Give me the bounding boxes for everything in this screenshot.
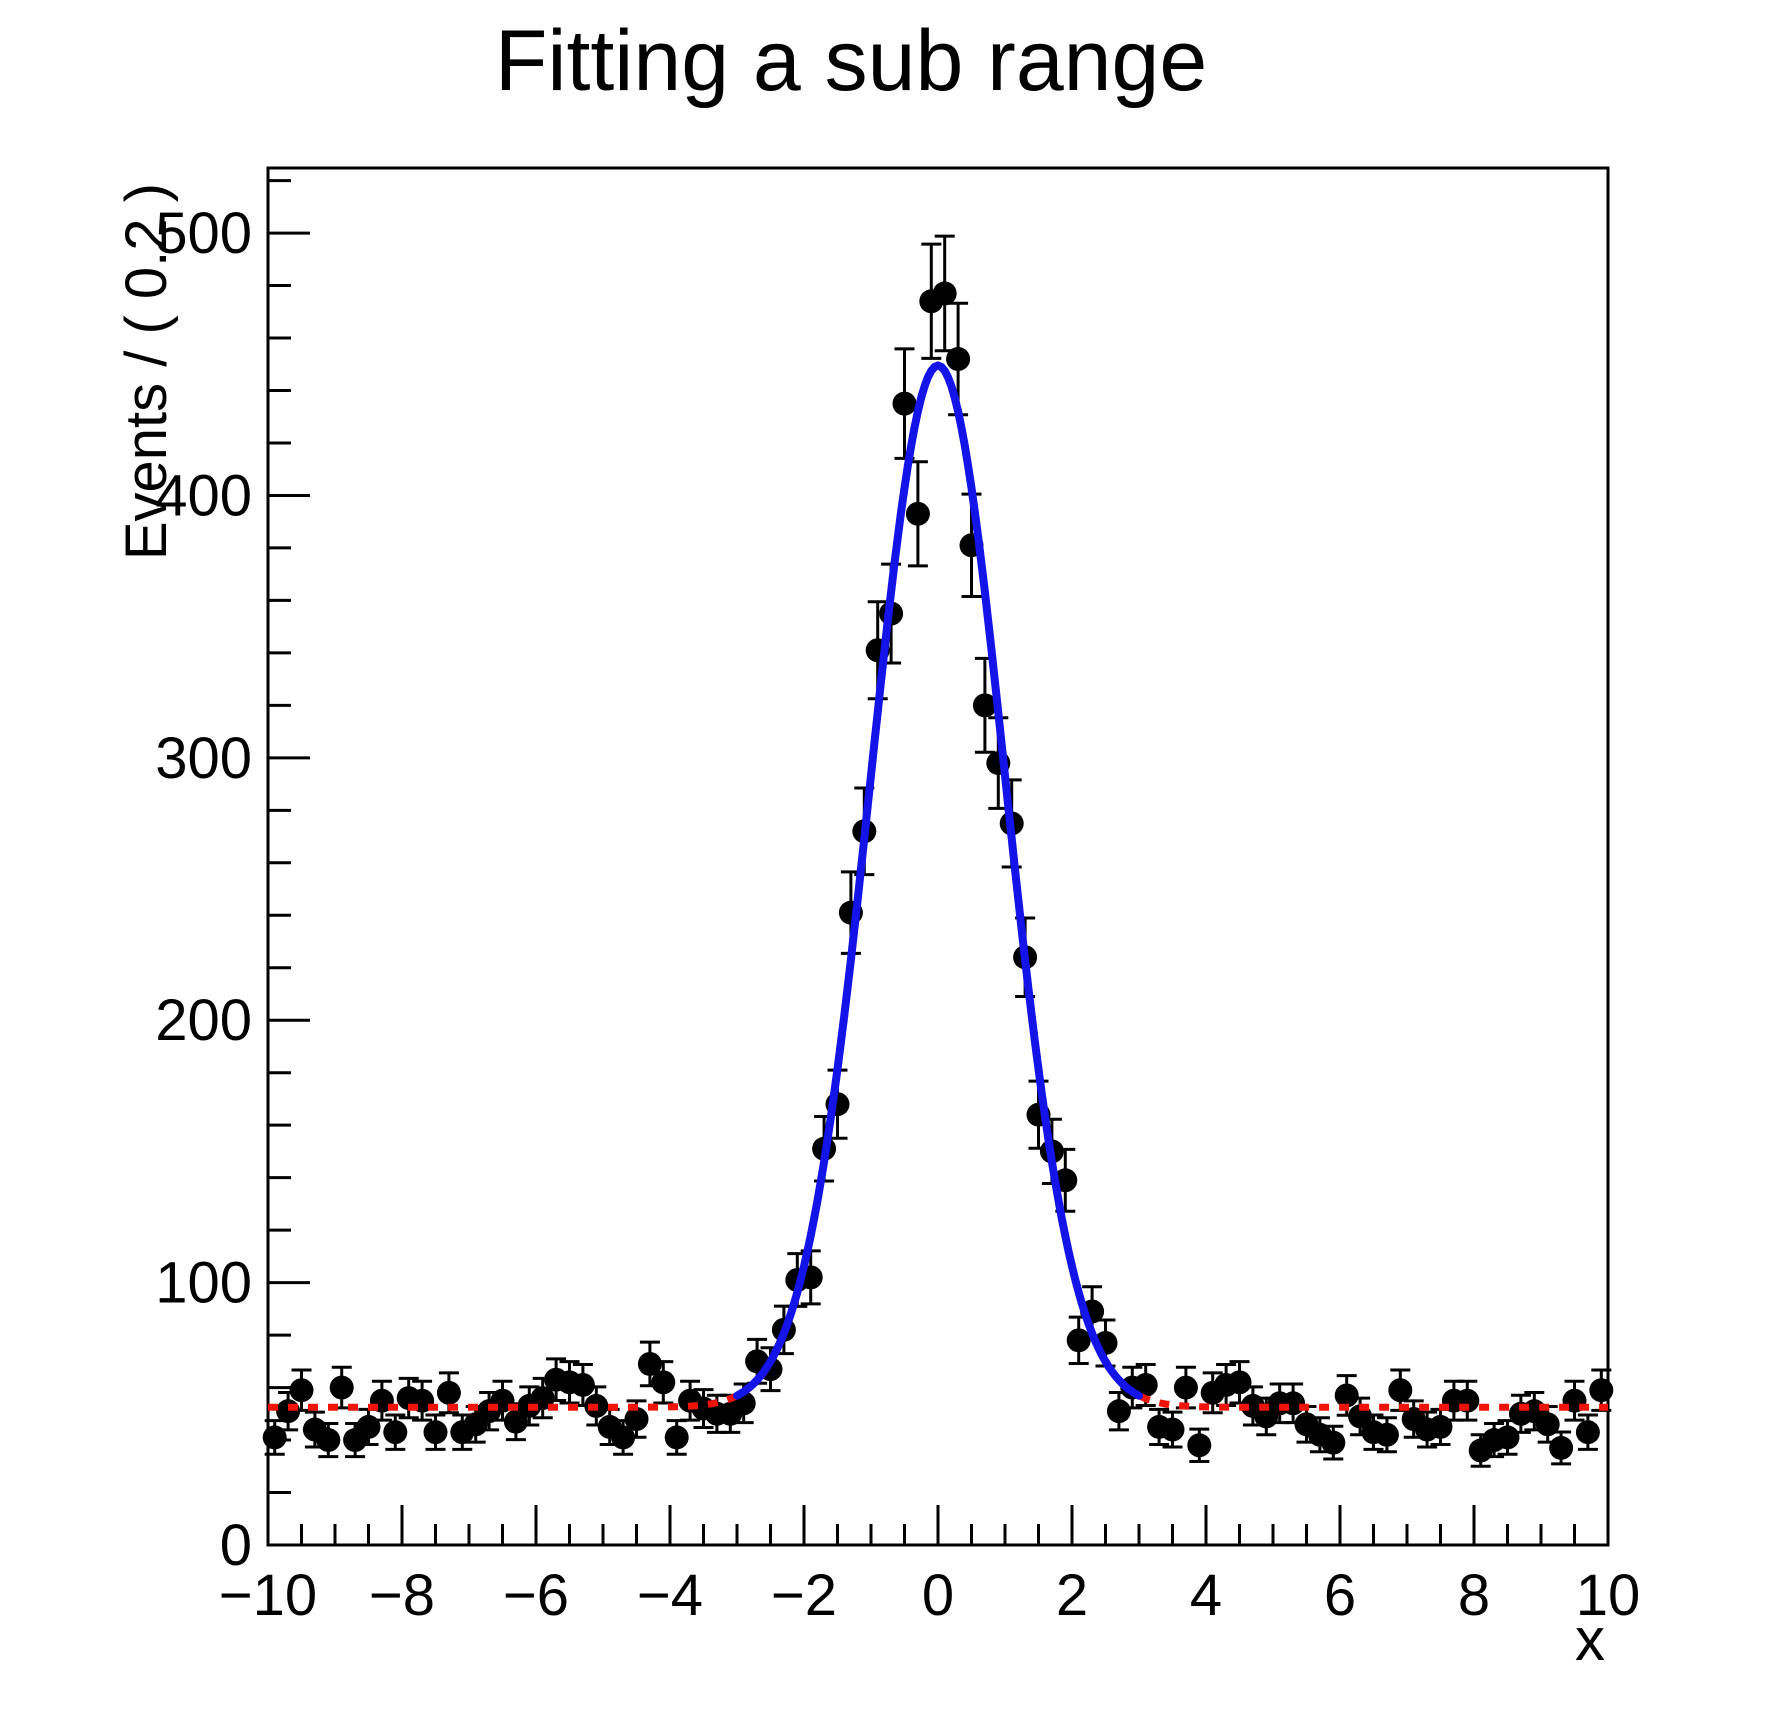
y-tick-labels-group: 0 100 200 300 400 500: [155, 201, 252, 1578]
data-point: [289, 1378, 314, 1403]
x-tick-label: 2: [1056, 1563, 1088, 1628]
data-point: [1187, 1433, 1212, 1458]
y-tick-label: 500: [155, 201, 252, 266]
data-point: [1321, 1430, 1346, 1455]
data-point-group: [436, 1371, 461, 1415]
x-tick-label: −10: [219, 1563, 317, 1628]
y-tick-label: 400: [155, 463, 252, 528]
data-point: [262, 1425, 287, 1450]
x-tick-labels-group: −10 −8 −6 −4 −2 0 2 4 6 8 10: [219, 1563, 1640, 1628]
data-point: [1428, 1414, 1453, 1439]
data-point-group: [651, 1360, 676, 1405]
x-axis-title: x: [1575, 1606, 1605, 1673]
data-point-group: [1133, 1362, 1158, 1407]
x-tick-label: 4: [1190, 1563, 1222, 1628]
data-point: [611, 1425, 636, 1450]
x-tick-label: 6: [1324, 1563, 1356, 1628]
data-point: [651, 1370, 676, 1395]
data-point-group: [1334, 1374, 1359, 1417]
data-point-group: [1160, 1410, 1185, 1449]
data-point: [356, 1414, 381, 1439]
fit-curve-full-range: [268, 361, 1608, 1411]
x-tick-label: 8: [1458, 1563, 1490, 1628]
data-point-group: [624, 1399, 649, 1439]
data-point-group: [905, 460, 930, 568]
data-point: [570, 1372, 595, 1397]
data-point-group: [892, 347, 917, 460]
data-point: [1575, 1420, 1600, 1445]
data-point: [1374, 1422, 1399, 1447]
data-point-group: [1066, 1315, 1091, 1366]
data-point: [905, 501, 930, 526]
y-axis-title: Events / ( 0.2 ): [114, 183, 179, 560]
data-point-group: [1374, 1416, 1399, 1454]
data-point: [383, 1420, 408, 1445]
data-point: [503, 1409, 528, 1434]
data-point-group: [637, 1340, 662, 1388]
data-point: [1334, 1383, 1359, 1408]
data-point-group: [1321, 1424, 1346, 1461]
y-tick-label: 0: [220, 1513, 252, 1578]
y-tick-label: 200: [155, 988, 252, 1053]
data-point: [892, 391, 917, 416]
data-point-group: [383, 1413, 408, 1451]
x-tick-label: −2: [771, 1563, 837, 1628]
data-point: [637, 1351, 662, 1376]
data-point-group: [1575, 1413, 1600, 1451]
data-point: [1388, 1378, 1413, 1403]
data-point: [423, 1420, 448, 1445]
data-point: [1589, 1378, 1614, 1403]
data-point: [946, 347, 971, 372]
data-point: [664, 1425, 689, 1450]
data-point: [1535, 1412, 1560, 1437]
x-tick-label: −4: [637, 1563, 703, 1628]
data-point: [624, 1407, 649, 1432]
data-point-group: [1187, 1427, 1212, 1463]
data-point: [1495, 1425, 1520, 1450]
y-tick-label: 300: [155, 726, 252, 791]
data-point: [316, 1428, 341, 1453]
y-tick-label: 100: [155, 1251, 252, 1316]
data-point: [436, 1380, 461, 1405]
data-point: [1549, 1435, 1574, 1460]
data-point: [1227, 1370, 1252, 1395]
ticks-group: [266, 179, 1610, 1547]
data-point: [932, 281, 957, 306]
data-point: [972, 693, 997, 718]
data-point: [1106, 1399, 1131, 1424]
x-tick-label: −8: [369, 1563, 435, 1628]
data-point: [329, 1375, 354, 1400]
data-point-group: [946, 301, 971, 417]
data-point-group: [932, 234, 957, 353]
data-point-group: [1549, 1430, 1574, 1466]
data-point-group: [423, 1413, 448, 1451]
data-point-group: [611, 1419, 636, 1456]
data-point: [1173, 1375, 1198, 1400]
data-point: [1160, 1417, 1185, 1442]
data-point: [1281, 1391, 1306, 1416]
x-tick-label: −6: [503, 1563, 569, 1628]
data-point-group: [316, 1421, 341, 1459]
data-point: [1066, 1328, 1091, 1353]
data-point: [1133, 1372, 1158, 1397]
plot-title: Fitting a sub range: [495, 13, 1207, 109]
x-tick-label: 10: [1576, 1563, 1641, 1628]
data-point-group: [262, 1419, 287, 1456]
fit-curve-sub-range: [733, 361, 1143, 1400]
x-tick-label: 0: [922, 1563, 954, 1628]
